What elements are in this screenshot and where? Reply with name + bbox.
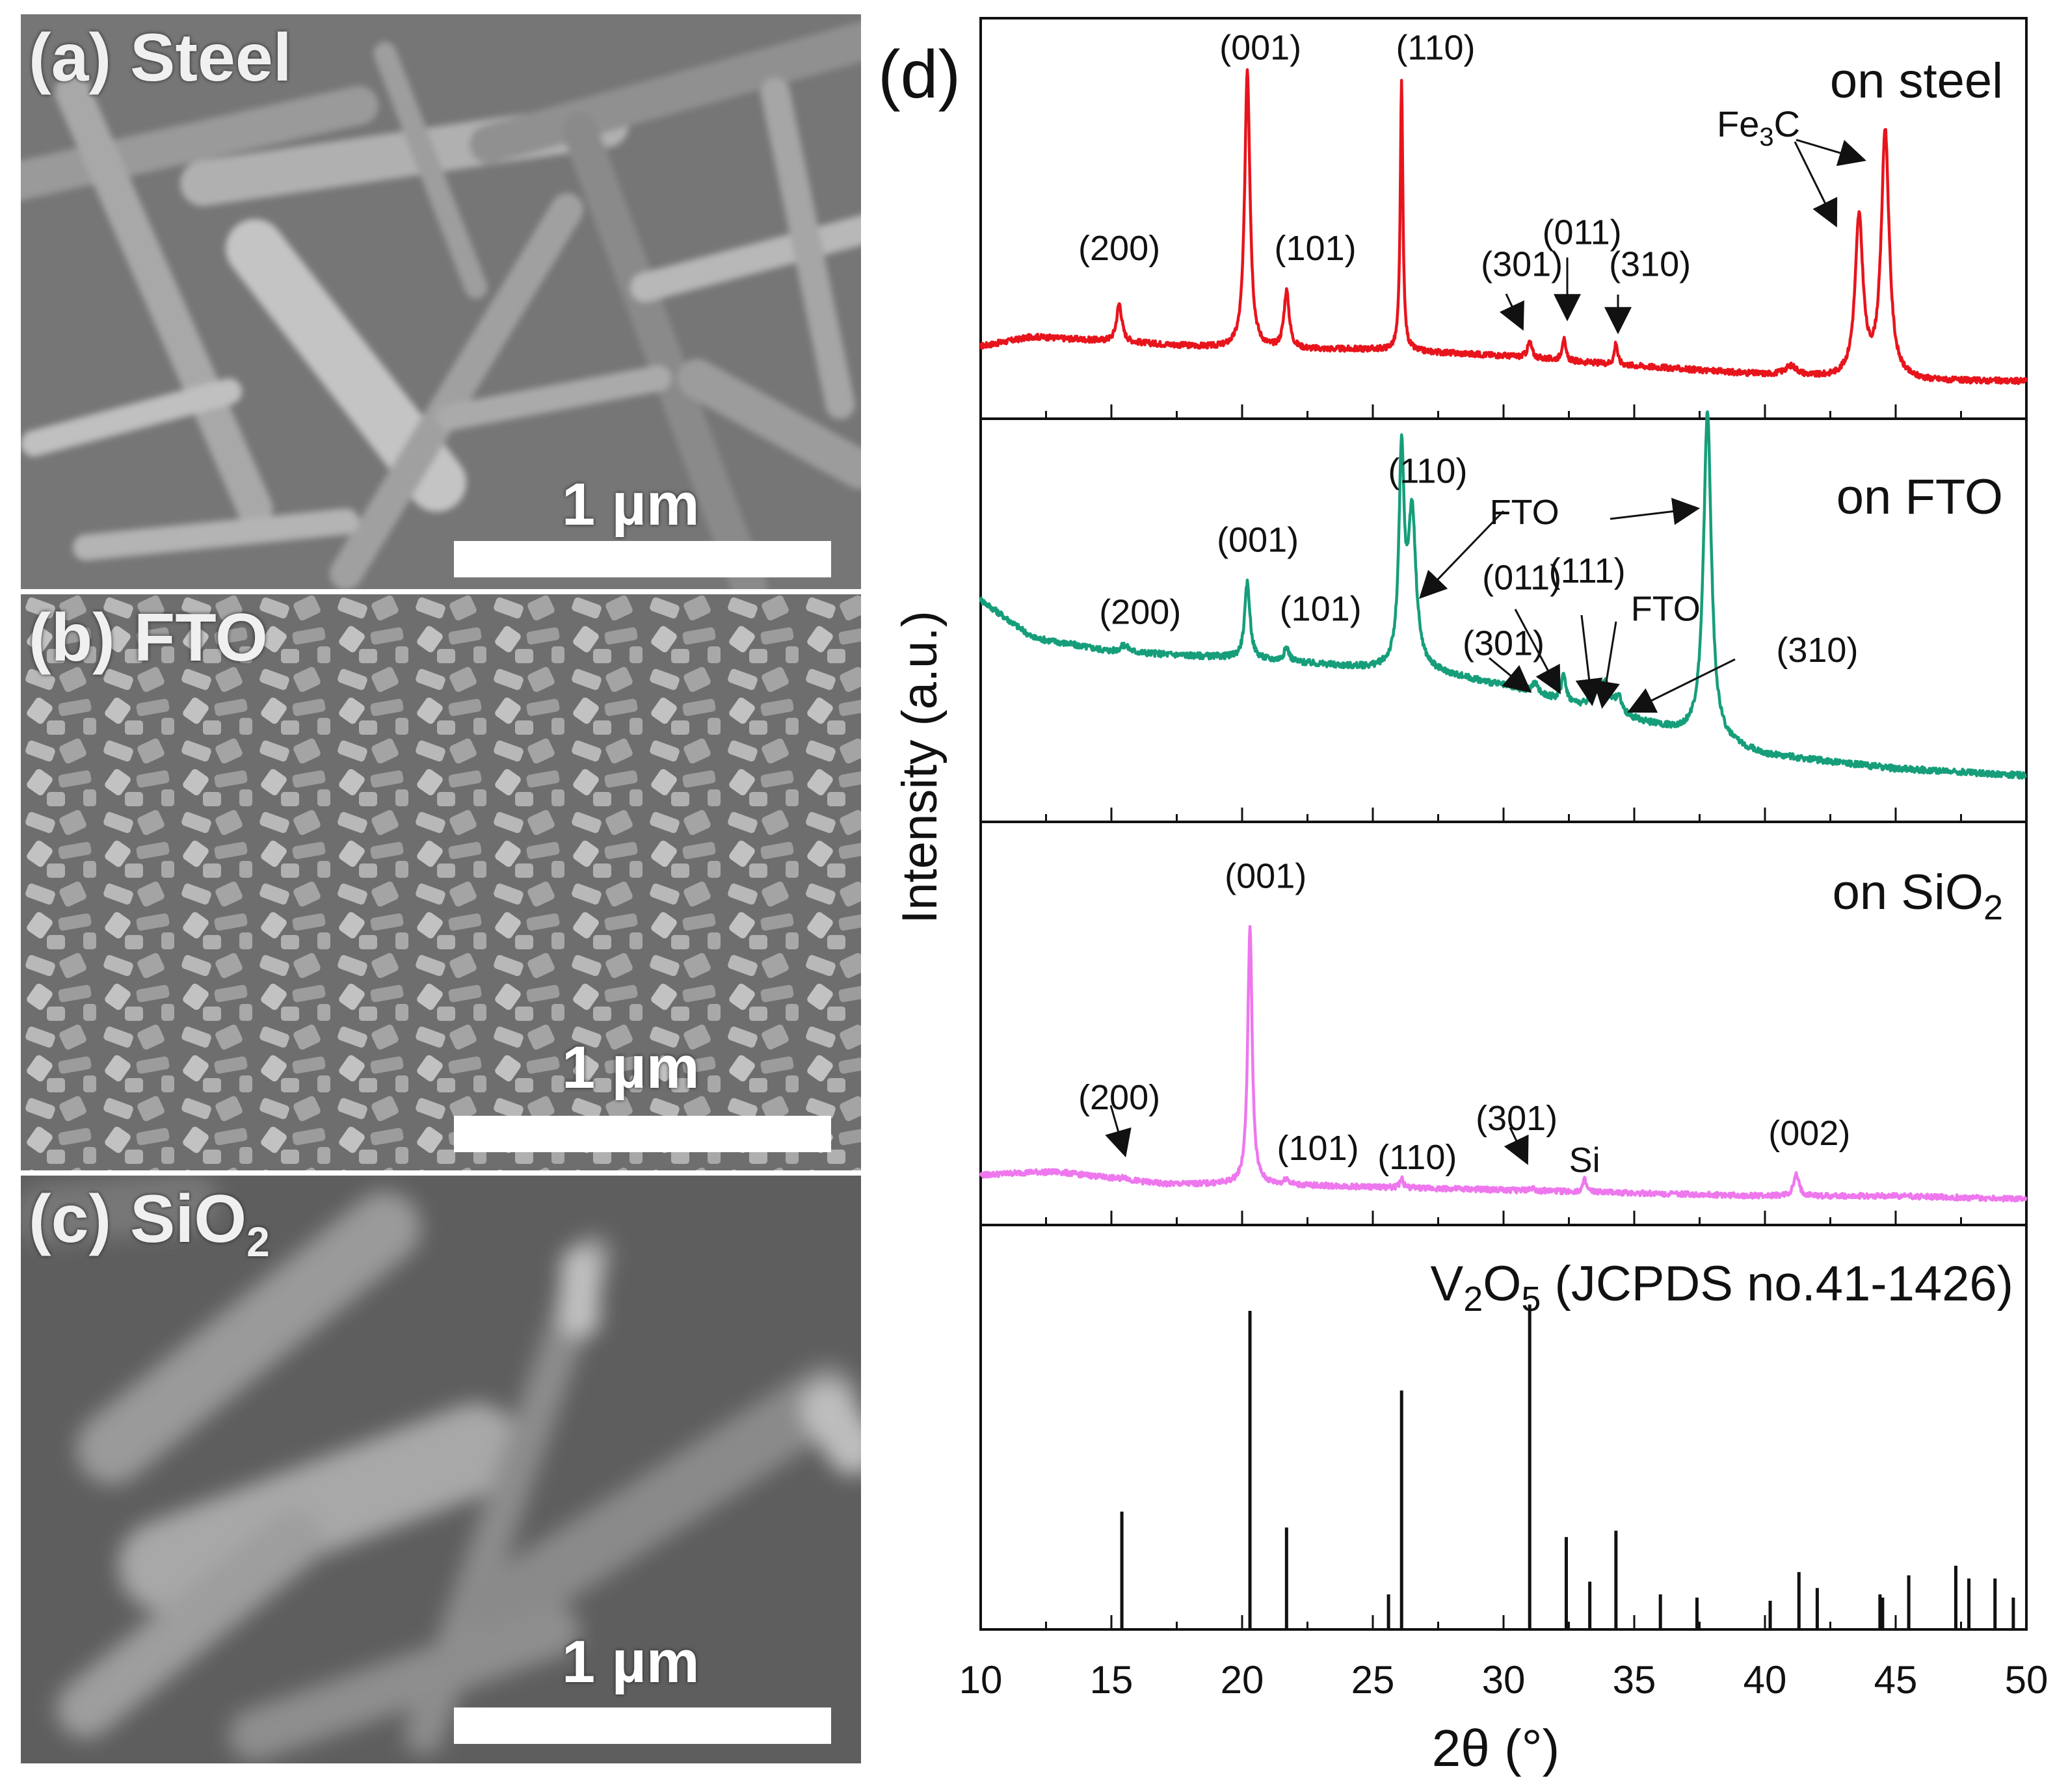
sem-panel-fto: (b) FTO 1 µm: [21, 594, 861, 1170]
peak-label: (101): [1280, 589, 1362, 628]
legend-on-steel: on steel: [1830, 53, 2003, 109]
x-tick-label: 25: [1351, 1658, 1395, 1702]
x-tick-label: 50: [2005, 1658, 2048, 1702]
sem-image-steel: [21, 14, 861, 589]
sem-image-fto: [21, 594, 861, 1170]
x-tick-label: 40: [1743, 1658, 1787, 1702]
peak-label: (111): [1549, 551, 1626, 590]
x-tick-label: 45: [1874, 1658, 1918, 1702]
arrow-fto-310: [1627, 658, 1736, 713]
sem-panel-steel: (a) Steel 1 µm: [21, 14, 861, 589]
arrow-fe3c-1: [1796, 138, 1867, 166]
x-tick-label: 30: [1482, 1658, 1526, 1702]
peak-label: (200): [1078, 1078, 1160, 1117]
fe3c-label: Fe3C: [1717, 103, 1800, 152]
peak-label: (301): [1463, 624, 1545, 663]
arrow-fe3c-2: [1794, 141, 1838, 228]
panel-label-d: (d): [878, 37, 961, 112]
arrow-steel-301: [1499, 293, 1524, 331]
legend-on-fto: on FTO: [1836, 469, 2003, 525]
peak-label: (310): [1776, 631, 1858, 670]
x-tick-label: 15: [1090, 1658, 1134, 1702]
arrow-fto-2: [1610, 497, 1701, 525]
peak-label: (110): [1377, 1138, 1457, 1177]
peak-label: (200): [1078, 229, 1160, 268]
peak-label: (001): [1225, 857, 1306, 896]
scale-bar-text: 1 µm: [562, 1629, 700, 1695]
sem-label-c: (c) SiO2: [29, 1181, 270, 1265]
peak-label: (101): [1277, 1129, 1359, 1168]
arrow-sio2-301: [1504, 1127, 1529, 1165]
x-tick-label: 35: [1613, 1658, 1656, 1702]
arrow-fto-111: [1575, 614, 1603, 707]
series-steel: [979, 68, 2028, 386]
x-axis-label: 2θ (°): [1432, 1719, 1559, 1777]
peak-label: (011): [1543, 213, 1622, 252]
scale-bar: [454, 1116, 831, 1152]
peak-label: FTO: [1631, 589, 1701, 628]
legend-on-sio2: on SiO2: [1833, 865, 2003, 927]
arrow-fto-301: [1489, 657, 1532, 693]
series-sio2: [979, 925, 2028, 1203]
sem-label-b: (b) FTO: [29, 600, 268, 676]
peak-label: (001): [1219, 29, 1301, 68]
peak-label: (301): [1481, 245, 1563, 284]
peak-label: (011): [1482, 559, 1561, 598]
x-tick-label: 10: [959, 1658, 1003, 1702]
arrow-fto-1: [1419, 510, 1505, 600]
peak-label: Si: [1569, 1141, 1600, 1180]
peak-label: (002): [1768, 1114, 1850, 1153]
scale-bar-text: 1 µm: [562, 471, 700, 538]
peak-label: (301): [1476, 1099, 1558, 1138]
y-axis-label: Intensity (a.u.): [892, 611, 948, 924]
peak-label: FTO: [1490, 493, 1559, 532]
peak-label: (001): [1217, 520, 1299, 559]
arrow-fto-011: [1514, 609, 1561, 694]
arrow-sio2-200: [1105, 1105, 1132, 1158]
legend-reference: V2O5 (JCPDS no.41-1426): [1431, 1256, 2014, 1319]
peak-label: (110): [1396, 29, 1475, 68]
peak-label: (200): [1099, 593, 1181, 632]
peak-label: (101): [1275, 229, 1357, 268]
peak-label: (110): [1388, 451, 1467, 490]
scale-bar: [454, 1707, 831, 1744]
scale-bar: [454, 541, 831, 577]
sem-panel-sio2: (c) SiO2 1 µm: [21, 1176, 861, 1763]
x-tick-label: 20: [1221, 1658, 1264, 1702]
xrd-chart: 10 15 20 25 30 35 40 45 50 (200) (001) (101) (110) (…: [878, 17, 2048, 1777]
arrow-fto-fto3: [1593, 621, 1620, 709]
peak-label: (310): [1609, 245, 1691, 284]
sem-image-sio2: [21, 1176, 861, 1763]
scale-bar-text: 1 µm: [562, 1034, 700, 1101]
sem-label-a: (a) Steel: [29, 20, 292, 96]
